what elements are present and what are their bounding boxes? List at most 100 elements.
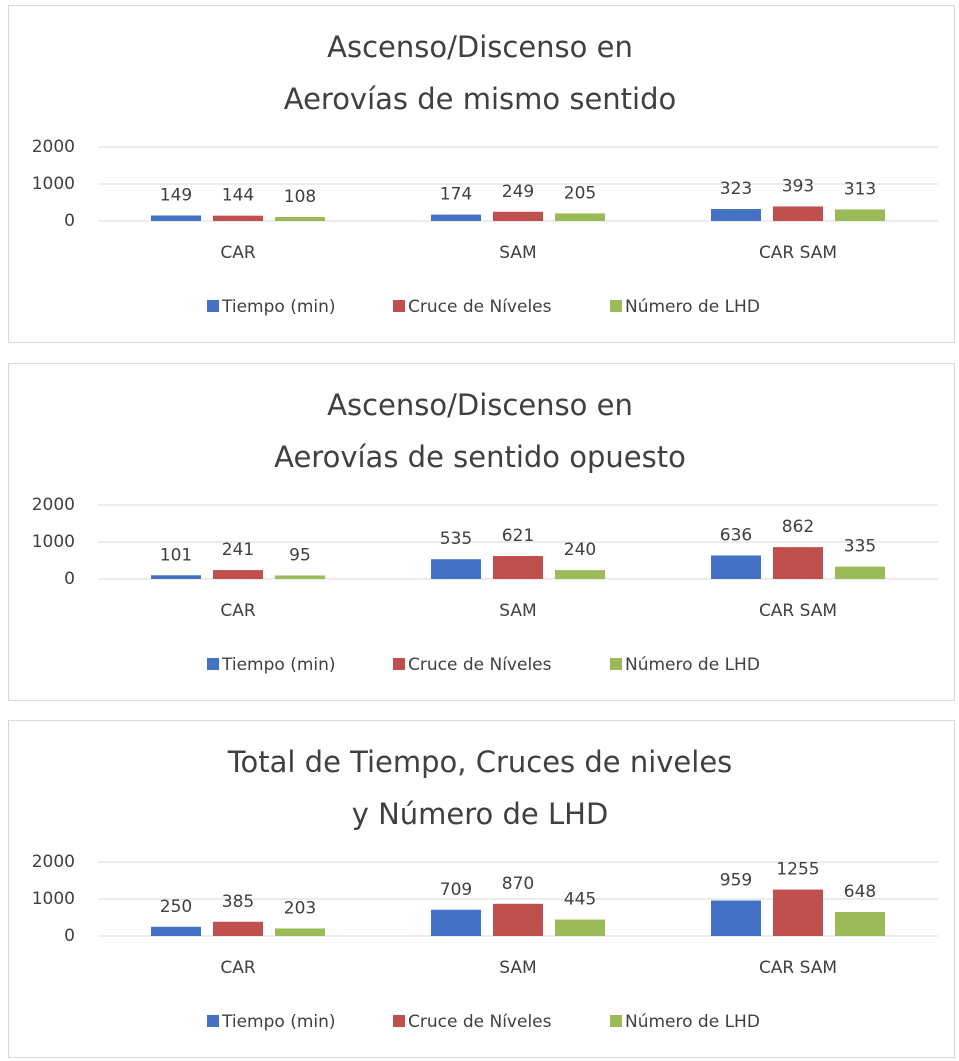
data-label: 313 — [844, 179, 876, 199]
data-label: 648 — [844, 882, 876, 902]
data-label: 144 — [222, 186, 254, 206]
legend-label: Cruce de Níveles — [408, 1012, 552, 1032]
bar — [555, 570, 605, 579]
chart-title: Aerovías de mismo sentido — [284, 82, 677, 116]
bar — [835, 209, 885, 221]
x-tick-label: CAR SAM — [759, 243, 837, 263]
bar — [213, 215, 263, 221]
data-label: 709 — [440, 880, 472, 900]
x-tick-label: CAR — [220, 958, 255, 978]
data-label: 636 — [720, 525, 752, 545]
data-label: 621 — [502, 526, 534, 546]
bar — [711, 209, 761, 221]
bar — [431, 909, 481, 936]
bar — [275, 575, 325, 579]
data-label: 249 — [502, 182, 534, 202]
legend-swatch — [207, 300, 219, 312]
bar — [213, 921, 263, 936]
bar — [275, 217, 325, 221]
data-label: 95 — [289, 545, 311, 565]
legend-label: Cruce de Níveles — [408, 655, 552, 675]
bar — [493, 556, 543, 579]
data-label: 870 — [502, 874, 534, 894]
y-tick-label: 1000 — [32, 174, 75, 194]
bar — [431, 559, 481, 579]
data-label: 241 — [222, 540, 254, 560]
chart-title: Ascenso/Discenso en — [327, 388, 633, 422]
data-label: 323 — [720, 179, 752, 199]
bar — [555, 213, 605, 221]
data-label: 174 — [440, 185, 472, 205]
bar — [431, 214, 481, 221]
chart-frame — [8, 720, 955, 1058]
x-tick-label: CAR SAM — [759, 601, 837, 621]
data-label: 101 — [160, 545, 192, 565]
bar — [493, 211, 543, 221]
legend-label: Tiempo (min) — [221, 655, 336, 675]
legend-label: Tiempo (min) — [221, 1012, 336, 1032]
y-tick-label: 2000 — [32, 495, 75, 515]
legend-swatch — [207, 658, 219, 670]
y-tick-label: 1000 — [32, 532, 75, 552]
data-label: 393 — [782, 176, 814, 196]
y-tick-label: 0 — [64, 211, 75, 231]
legend-label: Número de LHD — [625, 1012, 760, 1032]
bar — [493, 903, 543, 936]
legend-swatch — [393, 1015, 405, 1027]
data-label: 240 — [564, 540, 596, 560]
chart-frame — [8, 363, 955, 701]
chart-title: Aerovías de sentido opuesto — [274, 440, 686, 474]
bar — [555, 919, 605, 936]
x-tick-label: CAR — [220, 601, 255, 621]
chart: Ascenso/Discenso en Aerovías de mismo sen… — [8, 5, 955, 343]
data-label: 335 — [844, 537, 876, 557]
bar — [773, 889, 823, 936]
bar — [151, 575, 201, 579]
data-label: 1255 — [776, 860, 819, 880]
legend-label: Número de LHD — [625, 655, 760, 675]
y-tick-label: 0 — [64, 926, 75, 946]
bar — [151, 215, 201, 221]
data-label: 203 — [284, 898, 316, 918]
y-tick-label: 0 — [64, 569, 75, 589]
chart-frame — [8, 5, 955, 343]
y-tick-label: 2000 — [32, 137, 75, 157]
x-tick-label: SAM — [499, 243, 536, 263]
y-tick-label: 2000 — [32, 852, 75, 872]
legend-label: Tiempo (min) — [221, 297, 336, 317]
x-tick-label: SAM — [499, 958, 536, 978]
y-tick-label: 1000 — [32, 889, 75, 909]
x-tick-label: CAR SAM — [759, 958, 837, 978]
legend-swatch — [610, 658, 622, 670]
legend-swatch — [610, 1015, 622, 1027]
legend-label: Número de LHD — [625, 297, 760, 317]
bar — [835, 912, 885, 936]
data-label: 385 — [222, 892, 254, 912]
bar — [711, 900, 761, 936]
data-label: 535 — [440, 529, 472, 549]
data-label: 108 — [284, 187, 316, 207]
bar — [213, 570, 263, 579]
legend-label: Cruce de Níveles — [408, 297, 552, 317]
chart-title: y Número de LHD — [352, 797, 609, 831]
chart-title: Total de Tiempo, Cruces de niveles — [227, 745, 733, 779]
legend-swatch — [393, 658, 405, 670]
legend-swatch — [207, 1015, 219, 1027]
legend-swatch — [393, 300, 405, 312]
data-label: 959 — [720, 871, 752, 891]
data-label: 149 — [160, 185, 192, 205]
bar — [773, 206, 823, 221]
chart: Ascenso/Discenso en Aerovías de sentido o… — [8, 363, 955, 701]
bar — [711, 555, 761, 579]
chart: Total de Tiempo, Cruces de niveles y Núme… — [8, 720, 955, 1058]
x-tick-label: CAR — [220, 243, 255, 263]
legend-swatch — [610, 300, 622, 312]
chart-title: Ascenso/Discenso en — [327, 30, 633, 64]
x-tick-label: SAM — [499, 601, 536, 621]
bar — [275, 928, 325, 936]
data-label: 205 — [564, 183, 596, 203]
bar — [151, 926, 201, 936]
data-label: 250 — [160, 897, 192, 917]
bar — [835, 566, 885, 579]
